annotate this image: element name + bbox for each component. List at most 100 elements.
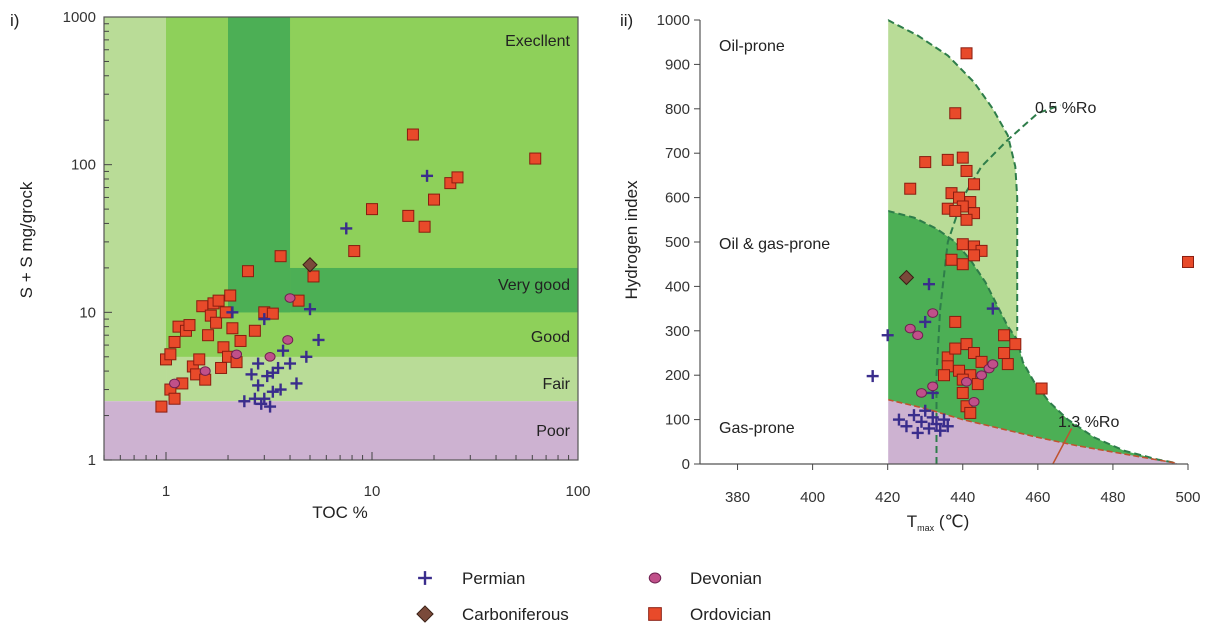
panel-i-x-tick-label-2: 100 bbox=[565, 483, 590, 500]
panel-ii-permian-point-13 bbox=[930, 418, 943, 431]
panel-i-devonian-point-5 bbox=[284, 293, 296, 303]
zone-very-good-column-top bbox=[228, 17, 291, 313]
panel-i-ordovician-point-4 bbox=[168, 392, 181, 405]
x-title-unit: (℃) bbox=[934, 512, 969, 531]
panel-i-permian-point-15 bbox=[277, 344, 290, 357]
panel-ii-ordovician-point-29 bbox=[960, 338, 973, 351]
panel-i-devonian-point-4 bbox=[282, 335, 294, 345]
panel-i-permian-point-18 bbox=[300, 350, 313, 363]
panel-i-permian-point-13 bbox=[272, 361, 285, 374]
panel-ii-devonian-point-1 bbox=[912, 330, 924, 341]
panel-i-permian-point-0 bbox=[226, 306, 239, 319]
panel-i-series-carboniferous bbox=[302, 257, 318, 273]
panel-ii-x-tick-label-3: 440 bbox=[950, 489, 975, 506]
panel-i-permian-point-14 bbox=[274, 383, 287, 396]
panel-ii-ordovician-point-15 bbox=[960, 213, 973, 226]
panel-i-zones bbox=[104, 17, 578, 460]
panel-ii-axes: 0 100 200 300 400 500 600 700 800 900 1000 380 400 42… bbox=[657, 12, 1201, 506]
panel-ii-ordovician-point-41 bbox=[1035, 382, 1048, 395]
panel-ii-permian-point-4 bbox=[986, 302, 999, 315]
panel-i: 1 10 100 1 10 100 1000 i) TOC % S + S mg/grock… bbox=[10, 9, 591, 522]
legend-label-carboniferous: Carboniferous bbox=[462, 605, 569, 624]
panel-ii-permian-point-15 bbox=[911, 426, 924, 439]
panel-ii-devonian-point-2 bbox=[927, 308, 939, 318]
panel-i-permian-point-17 bbox=[290, 377, 303, 390]
panel-i-y-tick-label-1: 10 bbox=[79, 304, 96, 321]
panel-ii-ordovician-point-5 bbox=[956, 151, 969, 164]
panel-ii-y-tick-label-2: 200 bbox=[665, 367, 690, 384]
panel-ii-x-tick-label-0: 380 bbox=[725, 489, 750, 506]
panel-ii-ordovician-point-31 bbox=[975, 355, 988, 368]
legend-item-carboniferous: Carboniferous bbox=[416, 605, 569, 624]
panel-i-ordovician-point-31 bbox=[266, 307, 279, 320]
panel-i-label: i) bbox=[10, 11, 19, 30]
panel-ii-y-tick-label-9: 900 bbox=[665, 56, 690, 73]
panel-ii-series-devonian bbox=[904, 308, 999, 407]
legend-marker-devonian bbox=[648, 572, 662, 584]
panel-i-carboniferous-point-0 bbox=[302, 257, 318, 273]
panel-ii-ordovician-point-38 bbox=[956, 386, 969, 399]
panel-i-x-tick-label-0: 1 bbox=[162, 483, 170, 500]
panel-ii-devonian-point-4 bbox=[961, 377, 973, 387]
panel-i-permian-point-7 bbox=[258, 392, 271, 405]
panel-i-y-tick-label-0: 1 bbox=[88, 452, 96, 469]
zone-label-oil-gas-prone: Oil & gas-prone bbox=[719, 236, 830, 253]
panel-ii-carboniferous-point-0 bbox=[898, 269, 915, 286]
panel-ii-x-axis-title: Tmax (℃) bbox=[907, 512, 970, 533]
panel-ii-permian-point-3 bbox=[919, 315, 932, 328]
panel-i-ordovician-point-18 bbox=[210, 316, 223, 329]
zone-poor bbox=[104, 401, 578, 460]
panel-ii-permian-point-12 bbox=[926, 411, 939, 424]
legend-item-ordovician: Ordovician bbox=[648, 605, 771, 624]
panel-ii-ordovician-point-19 bbox=[968, 249, 981, 262]
panel-ii-permian-point-8 bbox=[907, 409, 920, 422]
panel-ii-devonian-point-9 bbox=[927, 381, 939, 392]
panel-ii-ordovician-point-25 bbox=[998, 347, 1011, 359]
legend-label-permian: Permian bbox=[462, 569, 525, 588]
panel-ii-y-axis-title: Hydrogen index bbox=[622, 180, 641, 300]
panel-i-devonian-point-1 bbox=[199, 366, 211, 376]
legend-marker-permian bbox=[418, 571, 432, 585]
panel-ii-devonian-point-7 bbox=[987, 359, 999, 369]
panel-i-devonian-point-3 bbox=[264, 351, 276, 362]
legend-marker-ordovician bbox=[648, 607, 662, 621]
panel-i-y-tick-label-2: 100 bbox=[71, 157, 96, 174]
panel-ii-label: ii) bbox=[620, 11, 633, 30]
panel-ii-x-tick-label-2: 420 bbox=[875, 489, 900, 506]
zone-label-gas-prone: Gas-prone bbox=[719, 420, 795, 437]
panel-i-permian-point-5 bbox=[252, 379, 265, 392]
zone-excellent bbox=[290, 17, 578, 268]
panel-i-ordovician-point-19 bbox=[212, 294, 225, 307]
legend-item-devonian: Devonian bbox=[648, 569, 762, 588]
panel-ii-y-tick-label-7: 700 bbox=[665, 145, 690, 162]
zone-label-excellent: Execllent bbox=[505, 33, 570, 50]
zone-very-good-band bbox=[290, 267, 578, 313]
panel-ii-ordovician-point-22 bbox=[949, 315, 962, 328]
panel-ii-permian-point-16 bbox=[938, 413, 950, 426]
x-title-main: T bbox=[907, 512, 917, 531]
panel-i-permian-point-22 bbox=[421, 169, 434, 182]
panel-ii-ordovician-point-37 bbox=[971, 378, 984, 391]
oil-prone-boundary bbox=[887, 19, 1019, 331]
panel-i-ordovician-point-36 bbox=[366, 203, 379, 216]
panel-i-axes: 1 10 100 1 10 100 1000 bbox=[63, 9, 591, 500]
legend-label-devonian: Devonian bbox=[690, 569, 762, 588]
panel-i-y-axis-title: S + S mg/grock bbox=[17, 181, 36, 298]
panel-ii-ordovician-point-7 bbox=[968, 178, 981, 191]
panel-i-ordovician-point-2 bbox=[164, 348, 177, 361]
panel-i-y-tick-label-3: 1000 bbox=[63, 9, 96, 26]
panel-i-permian-point-21 bbox=[340, 222, 353, 235]
panel-ii-y-tick-label-1: 100 bbox=[665, 412, 690, 429]
panel-ii-ordovician-point-16 bbox=[956, 238, 969, 251]
panel-ii-permian-point-2 bbox=[922, 278, 935, 291]
panel-ii-ordovician-point-26 bbox=[1001, 358, 1014, 371]
panel-ii-y-tick-label-3: 300 bbox=[665, 323, 690, 340]
panel-ii-series-ordovician bbox=[904, 47, 1194, 419]
panel-ii-series-carboniferous bbox=[898, 269, 915, 286]
panel-i-ordovician-point-25 bbox=[226, 322, 239, 335]
panel-i-ordovician-point-32 bbox=[274, 250, 287, 263]
panel-ii-ordovician-point-13 bbox=[949, 204, 962, 217]
panel-i-ordovician-point-15 bbox=[202, 329, 215, 342]
panel-ii-y-tick-label-10: 1000 bbox=[657, 12, 690, 29]
